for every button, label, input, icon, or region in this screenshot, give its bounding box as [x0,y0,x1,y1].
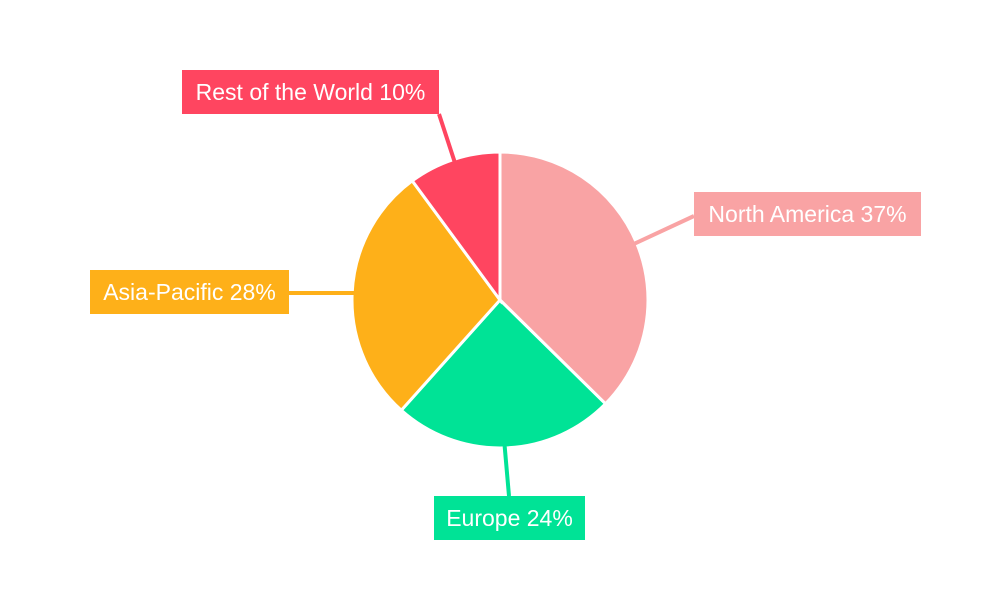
data-label-north-america: North America 37% [708,201,906,227]
label-box-north-america [694,192,921,236]
label-box-europe [434,496,585,540]
label-box-rest-of-the-world [182,70,439,114]
data-label-asia-pacific: Asia-Pacific 28% [103,279,276,305]
label-box-asia-pacific [90,270,289,314]
leader-line-europe [502,445,511,497]
data-label-rest-of-the-world: Rest of the World 10% [196,79,426,105]
data-label-europe: Europe 24% [446,505,573,531]
leader-line-north-america [633,214,695,246]
leader-line-rest-of-the-world [437,113,457,162]
